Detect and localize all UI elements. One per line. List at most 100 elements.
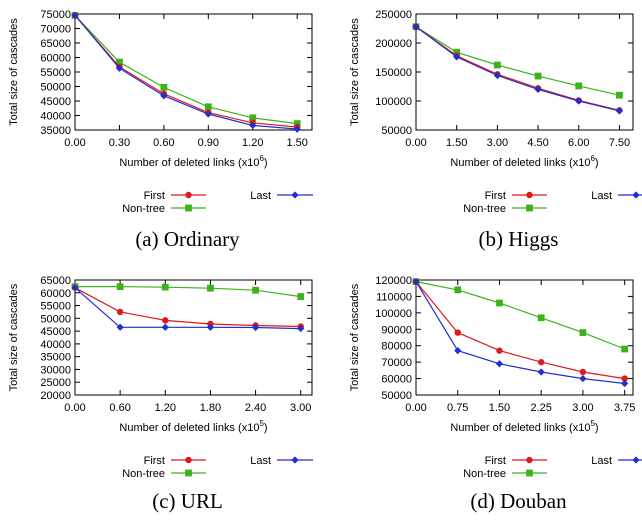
data-point-last [160, 92, 168, 100]
legend-marker-first [185, 191, 192, 199]
data-point-last [71, 284, 79, 292]
y-tick-label: 65000 [40, 38, 71, 50]
legend-marker-last [632, 456, 640, 464]
data-point-last [493, 71, 501, 80]
legend-marker-non-tree [526, 204, 533, 212]
legend-label-first: First [485, 455, 506, 467]
subfigure-caption: (b) Higgs [479, 227, 559, 251]
series-line-first [415, 26, 620, 111]
x-tick-label: 0.00 [64, 402, 85, 414]
y-tick-label: 25000 [40, 377, 71, 389]
data-point-non-tree [616, 91, 623, 99]
y-tick-label: 45000 [40, 96, 71, 108]
data-point-last [621, 379, 629, 388]
data-point-last [453, 53, 461, 61]
data-point-last [116, 323, 124, 331]
legend-marker-non-tree [185, 469, 192, 477]
series-line-first [74, 15, 298, 128]
legend-marker-non-tree [185, 204, 192, 212]
series-line-last [74, 15, 298, 130]
y-tick-label: 40000 [40, 339, 71, 351]
y-tick-label: 110000 [376, 291, 412, 303]
y-tick-label: 75000 [40, 9, 71, 21]
series-line-last [415, 26, 620, 112]
x-tick-label: 1.50 [286, 137, 307, 149]
y-tick-label: 65000 [40, 275, 71, 287]
data-point-last [249, 121, 257, 129]
y-tick-label: 50000 [40, 313, 71, 325]
legend-label-last: Last [591, 190, 612, 202]
series-line-first [74, 287, 301, 328]
y-tick-label: 250000 [375, 9, 412, 21]
data-point-last [495, 360, 504, 368]
x-tick-label: 0.00 [405, 137, 426, 149]
legend-label-non-tree: Non-tree [463, 468, 506, 480]
x-tick-label: 3.00 [487, 137, 508, 149]
y-tick-label: 60000 [381, 374, 412, 386]
data-point-last [412, 278, 420, 286]
chart-panel-4: 50000 60000 70000 80000 90000 100000 110000 120… [349, 275, 642, 513]
legend-marker-first [526, 456, 533, 464]
data-point-last [251, 323, 260, 332]
y-tick-label: 200000 [375, 38, 412, 50]
data-point-last [412, 23, 420, 31]
y-axis-label: Total size of cascades [8, 283, 20, 391]
data-point-non-tree [453, 48, 461, 56]
x-tick-label: 0.00 [64, 137, 85, 149]
data-point-last [204, 110, 212, 118]
data-point-last [454, 347, 462, 355]
data-point-non-tree [160, 83, 168, 91]
legend-marker-last [291, 456, 299, 464]
y-tick-label: 80000 [381, 341, 412, 353]
y-tick-label: 150000 [375, 67, 412, 79]
x-tick-label: 1.20 [242, 137, 263, 149]
legend-label-non-tree: Non-tree [463, 203, 506, 215]
x-tick-label: 2.25 [530, 402, 551, 414]
y-axis-label: Total size of cascades [8, 18, 20, 126]
data-point-last [71, 11, 79, 20]
y-tick-label: 55000 [40, 67, 71, 79]
data-point-non-tree [579, 329, 587, 336]
legend-marker-last [632, 191, 640, 199]
data-point-non-tree [204, 103, 212, 111]
x-tick-label: 1.50 [446, 137, 467, 149]
x-tick-label: 0.00 [405, 402, 426, 414]
y-tick-label: 50000 [381, 125, 412, 137]
y-tick-label: 100000 [375, 308, 412, 320]
y-tick-label: 50000 [381, 390, 412, 402]
series-line-non-tree [74, 14, 298, 125]
series-line-non-tree [415, 26, 620, 96]
data-point-non-tree [207, 284, 214, 292]
data-point-last [537, 368, 545, 376]
plot-frame [74, 13, 313, 131]
series-line-non-tree [75, 286, 301, 298]
series-line-last [74, 287, 301, 330]
x-tick-label: 1.80 [200, 402, 221, 414]
data-point-first [579, 368, 587, 376]
x-tick-label: 4.50 [527, 137, 548, 149]
data-point-non-tree [161, 283, 169, 291]
data-point-non-tree [116, 283, 124, 291]
data-point-non-tree [575, 82, 583, 90]
data-point-first [116, 308, 124, 316]
legend-marker-non-tree [526, 469, 533, 477]
data-point-non-tree [621, 345, 629, 353]
x-tick-label: 0.75 [447, 402, 468, 414]
data-point-last [297, 324, 305, 333]
data-point-non-tree [252, 286, 259, 294]
data-point-last [579, 374, 587, 383]
x-tick-label: 7.50 [609, 137, 630, 149]
chart-panel-1: 35000 40000 45000 50000 55000 60000 65000 70000… [8, 9, 313, 251]
plot-frame [415, 279, 634, 396]
y-tick-label: 35000 [40, 352, 71, 364]
y-tick-label: 40000 [40, 111, 71, 123]
legend-marker-first [185, 456, 192, 464]
y-tick-label: 100000 [375, 96, 412, 108]
y-axis-label: Total size of cascades [349, 283, 361, 391]
y-tick-label: 30000 [40, 364, 71, 376]
y-tick-label: 50000 [40, 82, 71, 94]
data-point-last [161, 323, 169, 331]
legend-label-first: First [485, 190, 506, 202]
